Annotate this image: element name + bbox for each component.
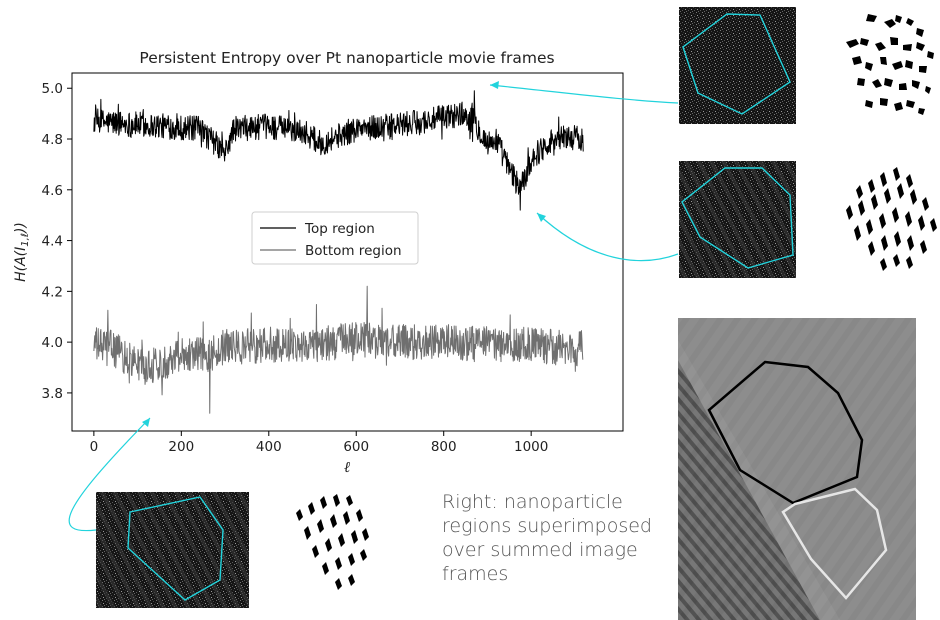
plot-area: 0 200 400 600 800 1000 3.8 4.0 4.2 4.4 4.6 4.8 5.0 <box>42 72 624 455</box>
x-tick-label: 0 <box>90 439 99 455</box>
top-region-segmentation <box>846 14 934 115</box>
summed-image <box>678 318 916 620</box>
y-tick-label: 4.8 <box>42 132 63 148</box>
y-axis: 3.8 4.0 4.2 4.4 4.6 4.8 5.0 <box>42 81 72 402</box>
series-layer <box>93 90 584 414</box>
legend-label-top: Top region <box>304 221 375 237</box>
bottom-region-segmentation-b <box>296 494 369 590</box>
x-tick-label: 600 <box>343 439 369 455</box>
top-region-outline <box>682 13 791 115</box>
y-tick-label: 3.8 <box>42 386 63 402</box>
x-axis-label: ℓ <box>344 458 350 476</box>
x-tick-label: 200 <box>168 439 194 455</box>
arrow-head-bottom <box>142 418 150 427</box>
summed-bottom-outline <box>781 487 888 600</box>
bottom-region-segmentation-a <box>846 167 937 271</box>
y-tick-label: 4.4 <box>42 234 63 250</box>
plot-frame <box>71 72 624 432</box>
x-tick-label: 400 <box>256 439 282 455</box>
arrow-to-dip <box>536 212 679 262</box>
arrow-head-dip <box>537 213 546 222</box>
series-line-top-region <box>93 90 584 211</box>
y-tick-label: 4.2 <box>42 284 63 300</box>
summed-top-outline <box>707 360 864 505</box>
bottom-region-outline-b <box>127 496 224 601</box>
series-line-bottom-region <box>93 285 584 414</box>
x-tick-label: 800 <box>431 439 457 455</box>
arrow-head-top <box>490 81 499 89</box>
legend: Top region Bottom region <box>251 211 419 265</box>
y-axis-label: H(A(I1,ℓ)) <box>13 222 31 282</box>
legend-label-bottom: Bottom region <box>305 243 402 259</box>
y-tick-label: 4.6 <box>42 183 63 199</box>
bottom-region-outline-a <box>681 167 794 269</box>
y-tick-label: 5.0 <box>42 81 63 97</box>
x-axis: 0 200 400 600 800 1000 <box>90 431 548 455</box>
chart-title: Persistent Entropy over Pt nanoparticle … <box>139 49 554 67</box>
arrow-to-bottom-region <box>68 417 151 532</box>
caption: Right: nanoparticle regions superimposed… <box>442 491 652 585</box>
bottom-region-frame-a <box>679 161 796 278</box>
y-tick-label: 4.0 <box>42 335 63 351</box>
annotation-arrows <box>68 81 679 532</box>
top-region-frame <box>679 7 796 124</box>
bottom-region-frame-b <box>96 492 249 608</box>
x-tick-label: 1000 <box>514 439 548 455</box>
arrow-to-top-region <box>489 84 679 104</box>
